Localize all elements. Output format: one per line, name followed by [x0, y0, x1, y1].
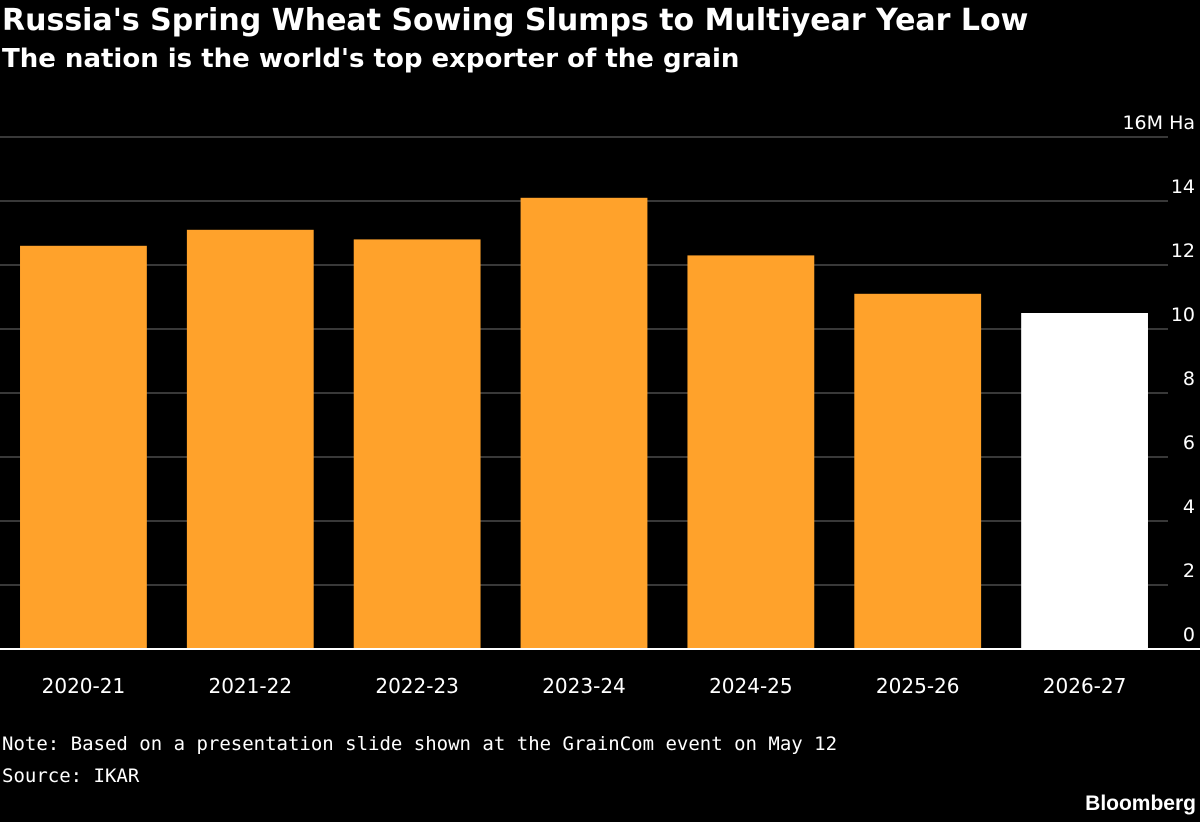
bar [854, 293, 982, 649]
y-tick-label: 10 [1171, 304, 1195, 326]
x-tick-label: 2021-22 [208, 674, 292, 698]
chart-note: Note: Based on a presentation slide show… [2, 733, 838, 755]
bar [186, 229, 314, 650]
x-axis-tick-labels: 2020-21 2021-22 2022-23 2023-24 2024-25 2025-… [42, 674, 1127, 698]
x-tick-label: 2023-24 [542, 674, 626, 698]
y-tick-label: 8 [1183, 368, 1195, 390]
chart-title: Russia's Spring Wheat Sowing Slumps to M… [2, 3, 1029, 38]
y-tick-label: 4 [1183, 496, 1195, 518]
bar [353, 239, 481, 649]
y-tick-label: 0 [1183, 624, 1195, 646]
bars [20, 197, 1148, 650]
y-tick-label: 16M Ha [1122, 112, 1195, 134]
y-tick-label: 6 [1183, 432, 1195, 454]
bar [1021, 313, 1148, 649]
y-axis-tick-labels: 0 2 4 6 8 10 12 14 16M Ha [1122, 112, 1195, 646]
y-tick-label: 12 [1171, 240, 1195, 262]
chart-subtitle: The nation is the world's top exporter o… [2, 44, 740, 74]
bar [20, 245, 147, 650]
x-tick-label: 2020-21 [42, 674, 126, 698]
y-tick-label: 2 [1183, 560, 1195, 582]
bar [520, 197, 648, 650]
chart-source: Source: IKAR [2, 765, 140, 787]
y-tick-label: 14 [1171, 176, 1195, 198]
x-tick-label: 2024-25 [709, 674, 793, 698]
x-tick-label: 2025-26 [876, 674, 960, 698]
x-tick-label: 2026-27 [1043, 674, 1127, 698]
bar [687, 255, 815, 649]
x-tick-label: 2022-23 [375, 674, 459, 698]
bloomberg-logo: Bloomberg [1085, 792, 1196, 815]
